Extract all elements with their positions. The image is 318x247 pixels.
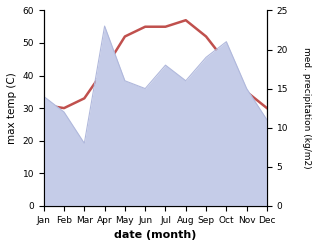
Y-axis label: med. precipitation (kg/m2): med. precipitation (kg/m2) [302, 47, 311, 169]
Y-axis label: max temp (C): max temp (C) [7, 72, 17, 144]
X-axis label: date (month): date (month) [114, 230, 197, 240]
